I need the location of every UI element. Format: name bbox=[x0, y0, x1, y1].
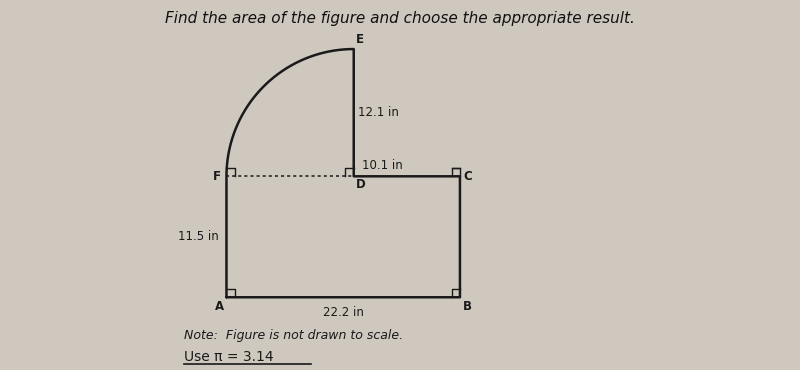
Text: B: B bbox=[463, 300, 472, 313]
Text: 10.1 in: 10.1 in bbox=[362, 159, 403, 172]
Text: Use π = 3.14: Use π = 3.14 bbox=[185, 350, 274, 364]
Text: Note:  Figure is not drawn to scale.: Note: Figure is not drawn to scale. bbox=[185, 329, 403, 342]
Text: C: C bbox=[463, 170, 472, 183]
Text: D: D bbox=[356, 178, 366, 191]
Text: 11.5 in: 11.5 in bbox=[178, 230, 219, 243]
Text: Find the area of the figure and choose the appropriate result.: Find the area of the figure and choose t… bbox=[165, 11, 635, 26]
Text: 12.1 in: 12.1 in bbox=[358, 106, 399, 119]
Text: A: A bbox=[215, 300, 224, 313]
Text: 22.2 in: 22.2 in bbox=[322, 306, 364, 319]
Text: F: F bbox=[214, 170, 222, 183]
Text: E: E bbox=[356, 33, 364, 46]
